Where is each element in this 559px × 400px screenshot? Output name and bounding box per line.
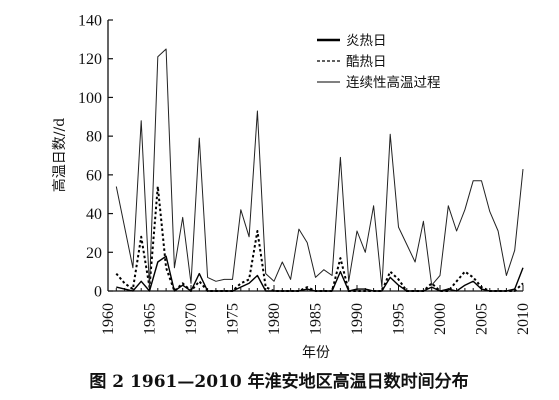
- x-tick-label: 1985: [308, 303, 325, 335]
- series-line-2: [115, 48, 524, 288]
- x-axis-label: 年份: [302, 345, 330, 361]
- y-tick-label: 140: [78, 13, 102, 30]
- x-tick-label: 1990: [349, 303, 366, 335]
- series-lines: [115, 48, 524, 292]
- x-ticks: 1960 1965 1970 1975 1980 1985 1990 1995 2000 2005…: [100, 285, 532, 335]
- y-tick-label: 120: [78, 51, 102, 68]
- y-tick-label: 0: [94, 284, 102, 301]
- y-ticks: 0 20 40 60 80 100 120 140: [78, 13, 113, 301]
- x-tick-label: 1970: [183, 303, 200, 335]
- y-tick-label: 80: [86, 129, 102, 146]
- x-tick-label: 2000: [432, 303, 449, 335]
- legend-label-2: 连续性高温过程: [346, 74, 441, 91]
- y-tick-label: 60: [86, 167, 102, 184]
- x-tick-label: 2005: [474, 303, 491, 335]
- x-tick-label: 1995: [391, 303, 408, 335]
- legend-label-0: 炎热日: [346, 33, 387, 49]
- x-tick-label: 2010: [515, 303, 532, 335]
- y-axis-label: 高温日数//d: [51, 118, 68, 192]
- series-line-1: [115, 185, 524, 292]
- x-tick-label: 1975: [225, 303, 242, 335]
- y-tick-label: 100: [78, 90, 102, 107]
- x-tick-label: 1960: [100, 303, 117, 335]
- x-tick-label: 1965: [142, 303, 159, 335]
- figure-caption: 图 2 1961—2010 年淮安地区高温日数时间分布: [89, 371, 468, 392]
- legend-label-1: 酷热日: [346, 54, 387, 70]
- y-tick-label: 20: [86, 245, 102, 262]
- y-tick-label: 40: [86, 206, 102, 223]
- x-tick-label: 1980: [266, 303, 283, 335]
